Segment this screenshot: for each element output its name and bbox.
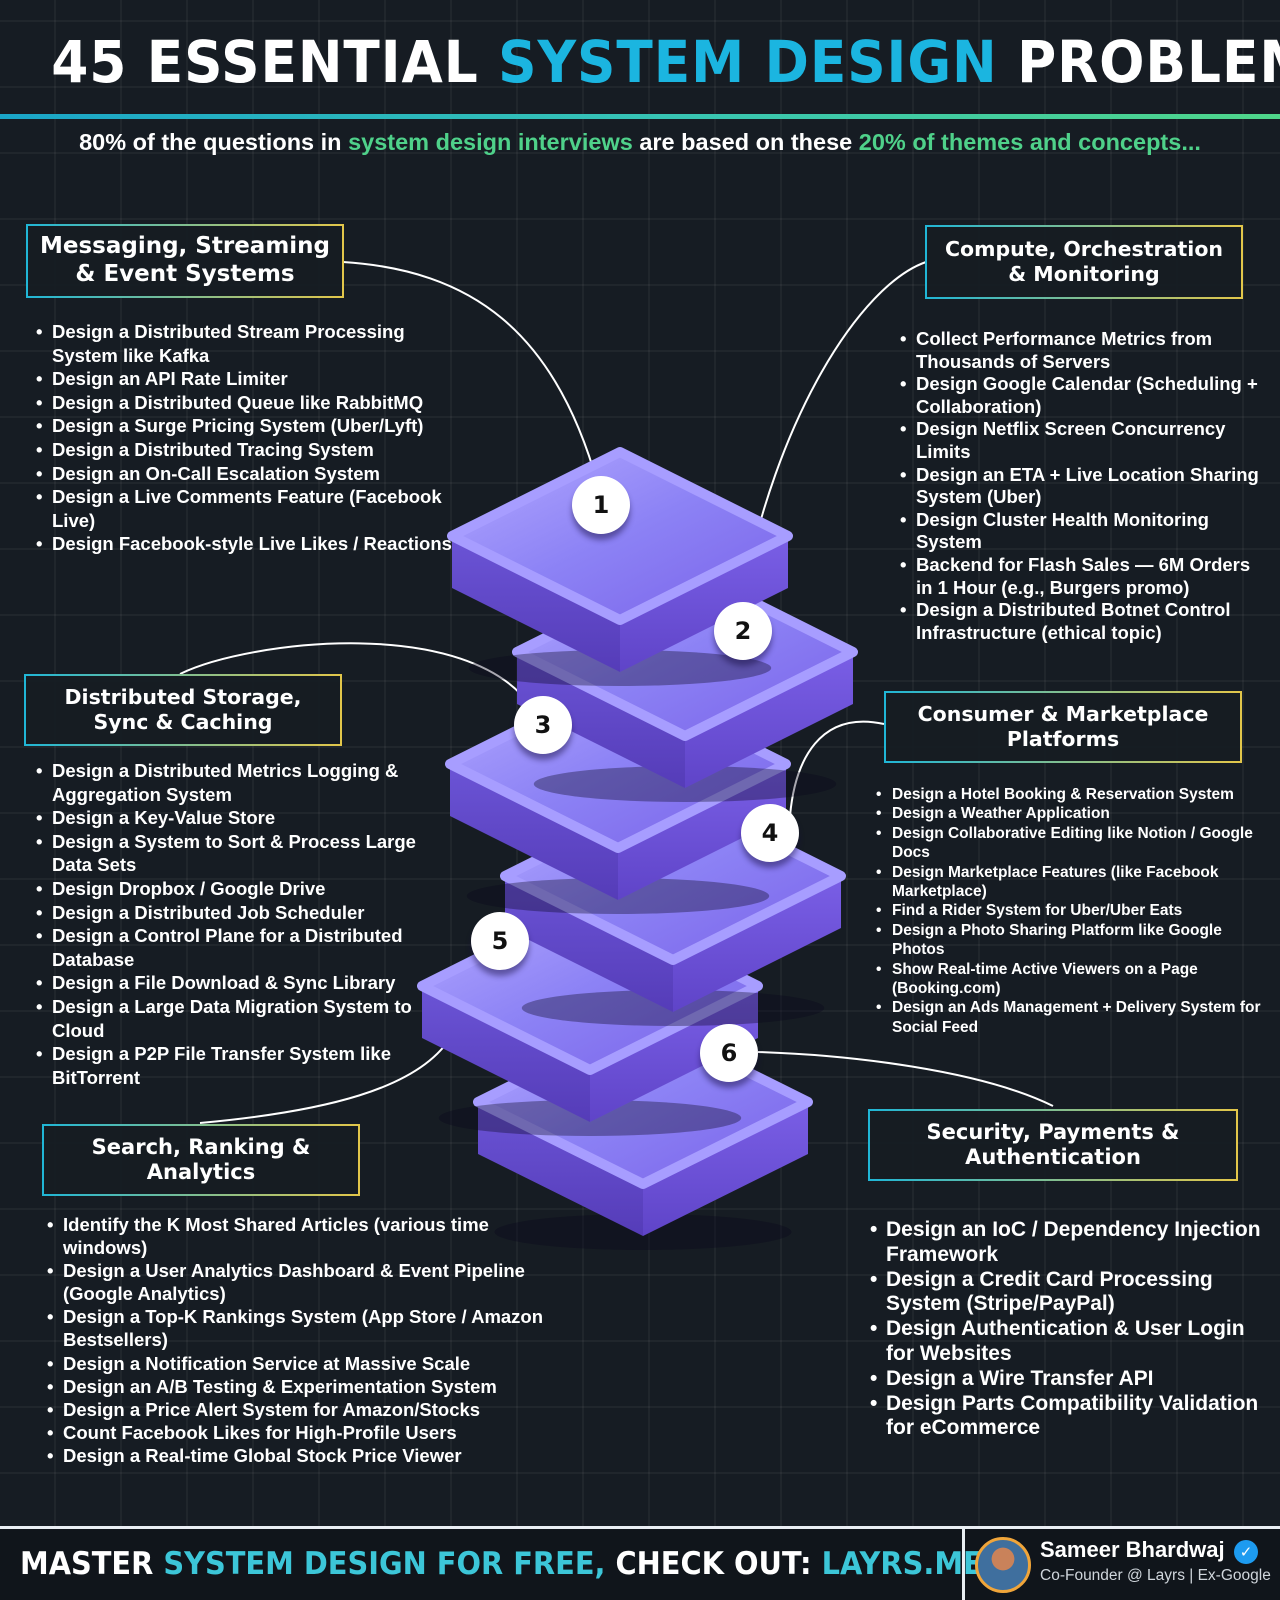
badge-4: 4	[741, 804, 799, 862]
list-item: Design a Distributed Job Scheduler	[34, 901, 444, 925]
category-list-messaging: Design a Distributed Stream Processing S…	[34, 320, 454, 556]
footer-cta: MASTER SYSTEM DESIGN FOR FREE, CHECK OUT…	[20, 1543, 983, 1585]
list-item: Design a User Analytics Dashboard & Even…	[45, 1259, 545, 1305]
list-item: Design a P2P File Transfer System like B…	[34, 1042, 444, 1089]
badge-2: 2	[714, 602, 772, 660]
category-list-search: Identify the K Most Shared Articles (var…	[45, 1213, 545, 1467]
list-item: Design a Distributed Stream Processing S…	[34, 320, 454, 367]
subtitle-part2: are based on these	[632, 129, 859, 155]
list-item: Design Facebook-style Live Likes / React…	[34, 532, 454, 556]
category-list-compute: Collect Performance Metrics from Thousan…	[898, 328, 1268, 644]
footer-divider	[0, 1526, 1280, 1529]
list-item: Design an On-Call Escalation System	[34, 462, 454, 486]
list-item: Design a Distributed Tracing System	[34, 438, 454, 462]
list-item: Identify the K Most Shared Articles (var…	[45, 1213, 545, 1259]
footer-banner: MASTER SYSTEM DESIGN FOR FREE, CHECK OUT…	[0, 1529, 1280, 1600]
list-item: Design a System to Sort & Process Large …	[34, 830, 444, 877]
avatar	[975, 1537, 1031, 1593]
list-item: Design a Photo Sharing Platform like Goo…	[874, 921, 1274, 960]
list-item: Design an A/B Testing & Experimentation …	[45, 1375, 545, 1398]
cta-part1: MASTER	[20, 1546, 164, 1582]
category-title-compute: Compute, Orchestration & Monitoring	[925, 225, 1243, 299]
page-title: 45 ESSENTIAL SYSTEM DESIGN PROBLEMS	[51, 22, 1280, 102]
list-item: Count Facebook Likes for High-Profile Us…	[45, 1421, 545, 1444]
list-item: Backend for Flash Sales — 6M Orders in 1…	[898, 554, 1268, 599]
list-item: Design a Price Alert System for Amazon/S…	[45, 1398, 545, 1421]
list-item: Design an ETA + Live Location Sharing Sy…	[898, 464, 1268, 509]
list-item: Design Parts Compatibility Validation fo…	[868, 1392, 1268, 1442]
list-item: Design a Notification Service at Massive…	[45, 1352, 545, 1375]
list-item: Design Collaborative Editing like Notion…	[874, 824, 1274, 863]
subtitle-part1: 80% of the questions in	[79, 129, 349, 155]
title-part2: PROBLEMS	[1017, 28, 1280, 96]
list-item: Design a Distributed Queue like RabbitMQ	[34, 391, 454, 415]
list-item: Design a Wire Transfer API	[868, 1367, 1268, 1392]
badge-1: 1	[572, 476, 630, 534]
category-title-messaging: Messaging, Streaming & Event Systems	[26, 224, 344, 298]
cta-part2: CHECK OUT:	[605, 1546, 822, 1582]
subtitle-highlight2: 20% of themes and concepts...	[858, 129, 1201, 155]
subtitle-highlight1: system design interviews	[348, 129, 633, 155]
category-title-consumer: Consumer & Marketplace Platforms	[884, 691, 1242, 763]
title-part1: 45 ESSENTIAL	[51, 28, 499, 96]
list-item: Design a Credit Card Processing System (…	[868, 1268, 1268, 1318]
cta-highlight1: SYSTEM DESIGN FOR FREE,	[163, 1546, 606, 1582]
list-item: Design a Distributed Botnet Control Infr…	[898, 599, 1268, 644]
category-list-security: Design an IoC / Dependency Injection Fra…	[868, 1218, 1268, 1441]
badge-3: 3	[514, 696, 572, 754]
verified-check-icon: ✓	[1234, 1540, 1258, 1564]
list-item: Design a Live Comments Feature (Facebook…	[34, 485, 454, 532]
badge-6: 6	[700, 1024, 758, 1082]
list-item: Design Dropbox / Google Drive	[34, 877, 444, 901]
list-item: Design a Surge Pricing System (Uber/Lyft…	[34, 414, 454, 438]
category-title-search: Search, Ranking & Analytics	[42, 1124, 360, 1196]
cta-link[interactable]: LAYRS.ME	[821, 1546, 983, 1582]
category-list-consumer: Design a Hotel Booking & Reservation Sys…	[874, 785, 1274, 1037]
list-item: Find a Rider System for Uber/Uber Eats	[874, 901, 1274, 921]
footer-vertical-divider	[962, 1529, 965, 1600]
list-item: Design Marketplace Features (like Facebo…	[874, 863, 1274, 902]
list-item: Collect Performance Metrics from Thousan…	[898, 328, 1268, 373]
category-title-storage: Distributed Storage, Sync & Caching	[24, 674, 342, 746]
list-item: Design an API Rate Limiter	[34, 367, 454, 391]
list-item: Design Authentication & User Login for W…	[868, 1317, 1268, 1367]
list-item: Design a Large Data Migration System to …	[34, 995, 444, 1042]
list-item: Design a Hotel Booking & Reservation Sys…	[874, 785, 1274, 805]
list-item: Design Google Calendar (Scheduling + Col…	[898, 373, 1268, 418]
stack-layer	[447, 447, 793, 686]
list-item: Design a Weather Application	[874, 804, 1274, 824]
author-name: Sameer Bhardwaj	[1040, 1537, 1225, 1562]
list-item: Design a File Download & Sync Library	[34, 971, 444, 995]
list-item: Design Cluster Health Monitoring System	[898, 509, 1268, 554]
page-subtitle: 80% of the questions in system design in…	[0, 126, 1280, 158]
list-item: Design a Distributed Metrics Logging & A…	[34, 759, 444, 806]
category-title-security: Security, Payments & Authentication	[868, 1109, 1238, 1181]
author-role: Co-Founder @ Layrs | Ex-Google	[1040, 1567, 1271, 1584]
list-item: Design an Ads Management + Delivery Syst…	[874, 998, 1274, 1037]
badge-5: 5	[471, 912, 529, 970]
list-item: Show Real-time Active Viewers on a Page …	[874, 960, 1274, 999]
list-item: Design an IoC / Dependency Injection Fra…	[868, 1218, 1268, 1268]
category-list-storage: Design a Distributed Metrics Logging & A…	[34, 759, 444, 1089]
title-divider	[0, 114, 1280, 119]
list-item: Design a Top-K Rankings System (App Stor…	[45, 1305, 545, 1351]
list-item: Design a Control Plane for a Distributed…	[34, 924, 444, 971]
list-item: Design a Real-time Global Stock Price Vi…	[45, 1444, 545, 1467]
title-highlight: SYSTEM DESIGN	[498, 28, 998, 96]
list-item: Design Netflix Screen Concurrency Limits	[898, 418, 1268, 463]
list-item: Design a Key-Value Store	[34, 806, 444, 830]
